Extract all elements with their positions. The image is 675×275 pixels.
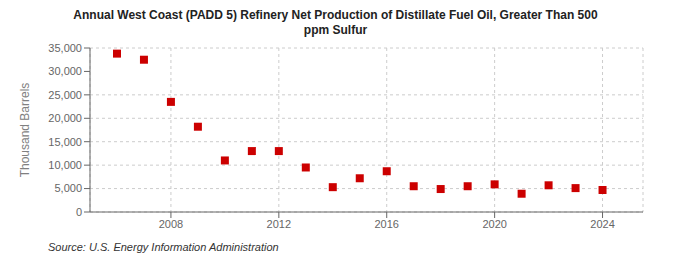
html-text:Source: U.S. Energy Informatio: Source: U.S. Energy Information Administ… [48,241,279,253]
svg-text:20,000: 20,000 [48,112,82,124]
svg-text:35,000: 35,000 [48,42,82,54]
svg-text:Thousand Barrels: Thousand Barrels [18,83,32,178]
svg-text:10,000: 10,000 [48,159,82,171]
svg-text:30,000: 30,000 [48,65,82,77]
svg-text:2008: 2008 [159,218,183,230]
svg-text:2024: 2024 [590,218,614,230]
html-text:ppm Sulfur: ppm Sulfur [303,23,368,37]
svg-text:2016: 2016 [374,218,398,230]
svg-text:5,000: 5,000 [54,182,82,194]
svg-text:25,000: 25,000 [48,89,82,101]
svg-text:15,000: 15,000 [48,136,82,148]
html-text:Annual West Coast (PADD 5) Ref: Annual West Coast (PADD 5) Refinery Net … [73,8,598,22]
svg-text:0: 0 [76,206,82,218]
svg-text:2012: 2012 [267,218,291,230]
svg-text:2020: 2020 [482,218,506,230]
